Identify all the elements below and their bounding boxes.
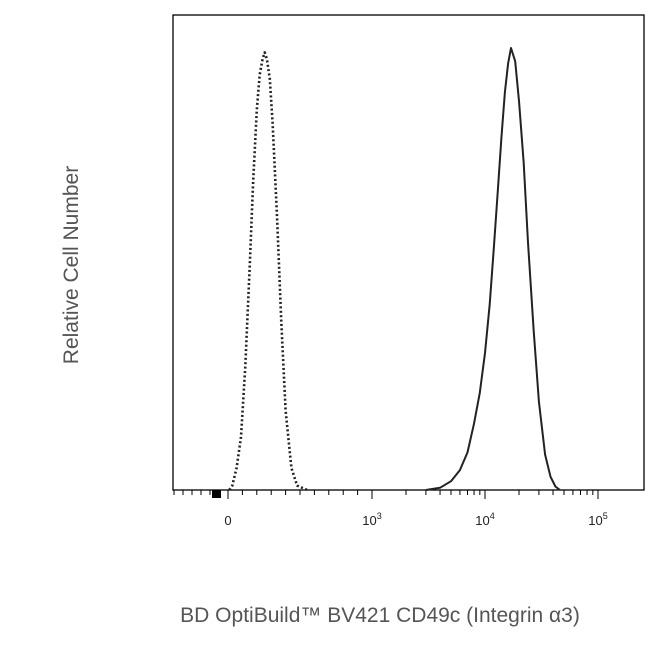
histogram-series [228, 47, 561, 492]
x-axis-title: BD OptiBuild™ BV421 CD49c (Integrin α3) [180, 604, 580, 627]
x-tick-label: 103 [362, 511, 381, 528]
x-tick-labels: 0 103 104 105 [224, 511, 607, 528]
x-axis-ticks [173, 490, 599, 499]
x-tick-label: 104 [475, 511, 494, 528]
y-axis-title: Relative Cell Number [60, 166, 83, 364]
x-tick-label: 0 [224, 513, 231, 528]
stained-histogram-line [425, 47, 561, 491]
plot-frame [172, 14, 645, 491]
control-histogram-line [228, 51, 308, 492]
x-tick-label: 105 [588, 511, 607, 528]
zero-region-marker [212, 490, 221, 498]
